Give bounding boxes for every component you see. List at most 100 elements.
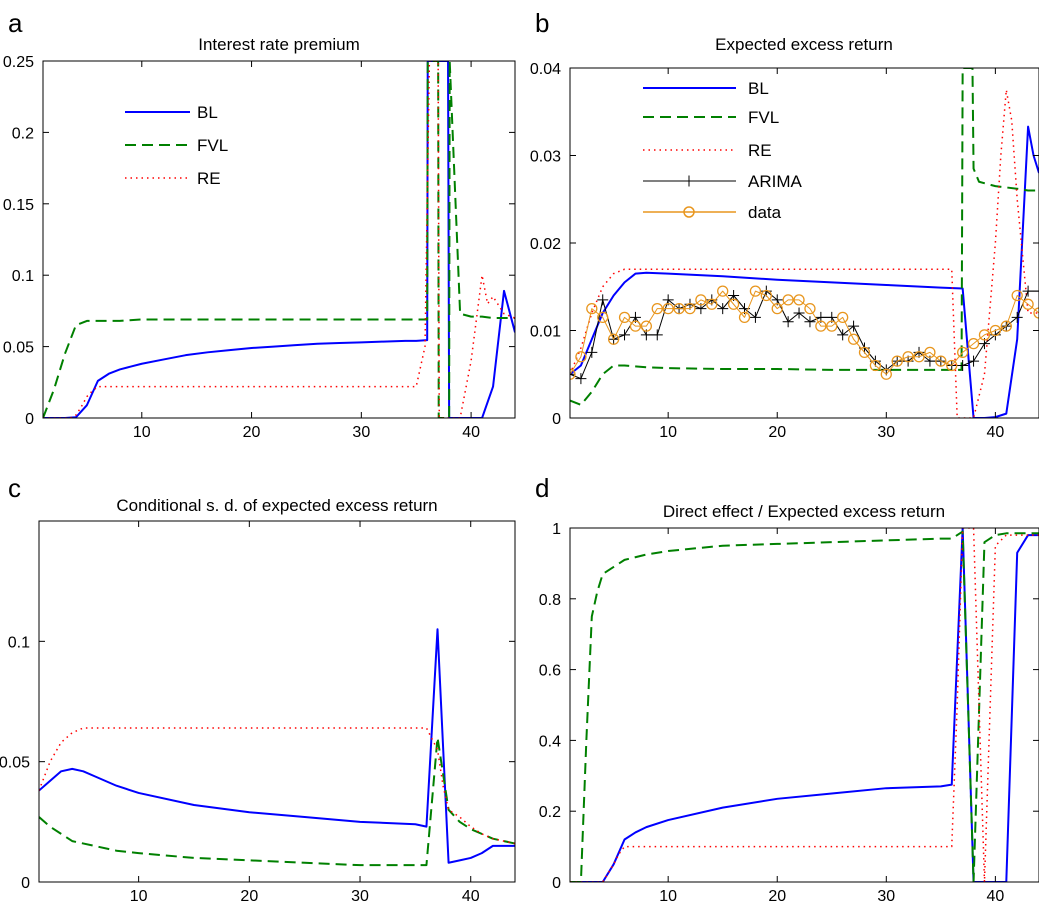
data-point-data — [891, 355, 903, 367]
data-point-data — [1000, 320, 1012, 332]
data-point-data — [967, 337, 980, 350]
panel-title: Interest rate premium — [198, 35, 360, 54]
data-point-data — [804, 302, 816, 315]
data-point-arima — [968, 355, 980, 367]
series-line-bl — [570, 528, 1039, 882]
y-tick-label: 0.2 — [12, 125, 34, 142]
data-point-data — [858, 346, 871, 359]
data-point-data — [837, 311, 849, 324]
data-point-data — [1033, 307, 1039, 319]
panel-interest-rate-premium: a Interest rate premium 10 20 30 40 0 0.05 0.1… — [3, 8, 516, 441]
data-point-data — [695, 294, 707, 306]
data-point-data — [924, 346, 936, 359]
y-tick-label: 0.05 — [0, 755, 30, 772]
x-tick-label: 20 — [243, 424, 261, 441]
data-point-arima — [597, 294, 609, 306]
data-point-data — [869, 359, 882, 372]
x-tick-label: 30 — [352, 424, 370, 441]
data-point-arima — [1033, 285, 1039, 297]
y-tick-label: 0.1 — [8, 634, 30, 651]
panel-letter: d — [535, 473, 549, 503]
data-point-data — [989, 324, 1002, 337]
panel-direct-effect-ratio: d Direct effect / Expected excess return… — [535, 473, 1039, 905]
data-point-data — [640, 320, 652, 332]
legend-label-data: data — [748, 203, 782, 222]
x-tick-label: 10 — [130, 888, 148, 905]
series-line-fvl — [43, 61, 515, 418]
data-point-data — [1011, 289, 1023, 302]
x-tick-label: 20 — [768, 424, 786, 441]
y-tick-label: 0.03 — [530, 149, 561, 166]
legend-label-fvl: FVL — [748, 108, 779, 127]
x-tick-label: 40 — [986, 888, 1004, 905]
plot-frame — [38, 520, 516, 883]
legend-label-re: RE — [197, 169, 221, 188]
data-point-data — [597, 311, 609, 324]
data-point-data — [847, 333, 860, 345]
data-point-data — [651, 302, 663, 315]
series-layer — [570, 68, 1039, 418]
data-point-data — [760, 289, 772, 302]
x-tick-label: 10 — [659, 424, 677, 441]
data-point-data — [957, 346, 969, 359]
y-tick-label: 0 — [552, 875, 561, 892]
y-tick-label: 0.2 — [539, 804, 561, 821]
series-line-bl — [570, 125, 1039, 418]
data-point-data — [717, 285, 729, 297]
data-point-arima — [575, 373, 587, 385]
data-point-data — [771, 302, 783, 315]
data-point-arima — [957, 360, 969, 371]
x-tick-label: 10 — [659, 888, 677, 905]
y-tick-label: 0.15 — [3, 197, 34, 214]
panel-letter: b — [535, 8, 549, 38]
data-point-data — [607, 333, 620, 345]
data-point-data — [629, 320, 642, 332]
y-tick-label: 0.4 — [539, 733, 561, 750]
series-line-re — [570, 528, 1039, 882]
y-tick-label: 0.02 — [530, 236, 561, 253]
y-tick-label: 0 — [25, 411, 34, 428]
data-point-data — [815, 320, 827, 332]
data-point-data — [902, 351, 914, 363]
data-point-arima — [749, 311, 761, 323]
data-point-data — [913, 351, 925, 363]
data-point-data — [586, 302, 598, 315]
y-tick-label: 0.04 — [530, 61, 561, 78]
y-tick-label: 0 — [552, 411, 561, 428]
panel-letter: c — [8, 473, 21, 503]
data-point-arima — [570, 368, 576, 380]
data-point-arima — [717, 303, 729, 315]
plot-frame — [569, 527, 1039, 883]
legend-marker-data — [683, 206, 695, 218]
data-point-arima — [619, 329, 631, 341]
data-point-data — [618, 311, 631, 324]
panel-conditional-sd: c Conditional s. d. of expected excess r… — [0, 473, 516, 905]
legend-marker-arima — [683, 175, 695, 187]
data-point-data — [575, 351, 587, 363]
data-point-data — [826, 320, 838, 332]
data-point-data — [570, 368, 576, 380]
series-line-re — [43, 61, 515, 418]
data-point-data — [662, 302, 674, 315]
y-tick-label: 0.01 — [530, 324, 561, 341]
legend-label-re: RE — [748, 141, 772, 160]
x-tick-label: 30 — [877, 888, 895, 905]
data-point-arima — [782, 316, 794, 328]
panel-title: Expected excess return — [715, 35, 893, 54]
data-point-arima — [1011, 311, 1023, 323]
legend: BL FVL RE ARIMA data — [643, 79, 803, 222]
axis-layer: 10 20 30 40 0 0.01 0.02 0.03 0.04 — [530, 61, 1039, 441]
axis-layer: 10 20 30 40 0 0.05 0.1 0.15 0.2 0.25 — [3, 54, 515, 441]
legend-label-bl: BL — [197, 103, 218, 122]
data-point-data — [738, 311, 751, 324]
panel-title: Direct effect / Expected excess return — [663, 502, 945, 521]
plot-frame — [42, 60, 516, 419]
data-point-arima — [837, 329, 849, 341]
data-point-data — [978, 329, 991, 341]
data-point-data — [727, 298, 740, 310]
series-line-data — [570, 290, 1039, 375]
data-point-data — [749, 285, 762, 297]
data-point-data — [1022, 298, 1034, 310]
panel-expected-excess-return: b Expected excess return 10 20 30 40 0 0.01 0.… — [530, 8, 1039, 441]
y-tick-label: 0.8 — [539, 592, 561, 609]
